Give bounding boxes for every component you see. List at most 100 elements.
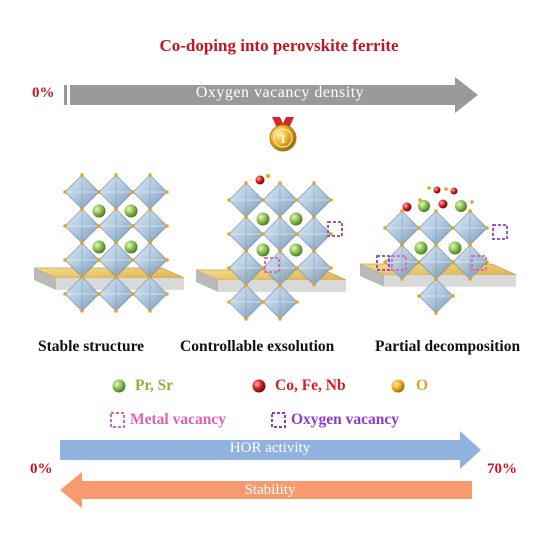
oxygen-atom xyxy=(244,215,248,219)
oxygen-atom xyxy=(63,258,67,262)
activity-end-percent: 70% xyxy=(487,461,517,477)
oxygen-atom xyxy=(97,292,101,296)
legend-oxygen-vacancy-box xyxy=(271,412,286,428)
oxygen-atom xyxy=(227,198,231,202)
oxygen-atom xyxy=(312,283,316,287)
oxygen-atom xyxy=(227,300,231,304)
oxygen-atom xyxy=(165,292,169,296)
oxygen-atom xyxy=(244,249,248,253)
segregated-a-site-sphere xyxy=(455,200,467,212)
oxygen-atom xyxy=(468,277,472,281)
legend-b-site-label: Co, Fe, Nb xyxy=(275,377,346,394)
substrate-front xyxy=(384,274,516,287)
oxygen-atom xyxy=(227,232,231,236)
oxygen-atom xyxy=(131,190,135,194)
oxygen-atom xyxy=(295,266,299,270)
oxygen-atom xyxy=(244,317,248,321)
exsolved-b-site-particle xyxy=(433,186,441,194)
oxygen-atom xyxy=(114,173,118,177)
oxygen-atom xyxy=(131,224,135,228)
oxygen-atom xyxy=(278,249,282,253)
oxygen-atom xyxy=(417,260,421,264)
gold-medal-icon xyxy=(269,117,297,152)
a-site-sphere xyxy=(448,241,462,255)
a-site-sphere xyxy=(92,204,106,218)
metal-vacancy-marker xyxy=(264,257,280,273)
oxygen-atom xyxy=(261,300,265,304)
oxygen-atom xyxy=(383,260,387,264)
oxygen-atom xyxy=(278,181,282,185)
oxygen-atom xyxy=(97,224,101,228)
oxygen-vacancy-density-arrow xyxy=(64,77,478,113)
oxygen-atom xyxy=(165,258,169,262)
oxygen-atom xyxy=(278,317,282,321)
oxygen-atom xyxy=(97,190,101,194)
oxygen-atom xyxy=(417,294,421,298)
oxygen-atom xyxy=(434,311,438,315)
hor-activity-arrow xyxy=(60,431,481,469)
oxygen-atom xyxy=(80,275,84,279)
oxygen-atom xyxy=(468,209,472,213)
substrate-side xyxy=(196,270,218,292)
stability-label: Stability xyxy=(244,482,296,498)
hor-activity-label: HOR activity xyxy=(229,440,311,456)
a-site-sphere xyxy=(124,240,138,254)
oxygen-vacancy-density-label: Oxygen vacancy density xyxy=(195,84,365,101)
figure-title: Co-doping into perovskite ferrite xyxy=(159,36,399,55)
oxygen-atom xyxy=(63,292,67,296)
exsolved-b-site-particle xyxy=(402,202,412,212)
oxygen-atom xyxy=(418,198,422,202)
oxygen-atom xyxy=(261,266,265,270)
activity-start-percent: 0% xyxy=(30,461,53,477)
oxygen-atom xyxy=(97,258,101,262)
oxygen-atom xyxy=(451,226,455,230)
oxygen-atom xyxy=(63,190,67,194)
a-site-sphere xyxy=(92,240,106,254)
oxygen-atom xyxy=(148,275,152,279)
caption-stable-structure: Stable structure xyxy=(38,338,145,355)
oxygen-atom xyxy=(131,292,135,296)
caption-partial-decomposition: Partial decomposition xyxy=(375,338,521,355)
oxygen-atom xyxy=(261,232,265,236)
oxygen-atom xyxy=(148,241,152,245)
medal-number: 1 xyxy=(280,131,287,146)
oxygen-atom xyxy=(329,198,333,202)
oxygen-atom xyxy=(244,283,248,287)
oxygen-atom xyxy=(114,275,118,279)
oxygen-atom xyxy=(400,243,404,247)
stable-structure-model xyxy=(33,173,185,313)
oxygen-atom xyxy=(80,207,84,211)
oxygen-atom xyxy=(165,224,169,228)
oxygen-atom xyxy=(400,277,404,281)
legend-b-site-sphere xyxy=(252,379,266,393)
segregated-a-site-sphere xyxy=(418,200,430,212)
oxygen-atom xyxy=(417,226,421,230)
oxygen-vacancy-marker xyxy=(376,255,390,271)
oxygen-vacancy-marker xyxy=(492,224,508,240)
stability-arrow xyxy=(60,472,472,508)
oxygen-atom xyxy=(451,294,455,298)
vacancy-start-percent: 0% xyxy=(32,85,55,101)
oxygen-atom xyxy=(312,181,316,185)
a-site-sphere xyxy=(256,212,270,226)
oxygen-vacancy-marker xyxy=(327,221,343,237)
oxygen-atom xyxy=(444,187,448,191)
substrate-side xyxy=(360,264,384,287)
a-site-sphere xyxy=(256,243,270,257)
oxygen-atom xyxy=(148,309,152,313)
oxygen-atom xyxy=(434,209,438,213)
legend-a-site-label: Pr, Sr xyxy=(135,377,174,394)
oxygen-atom xyxy=(400,209,404,213)
legend-oxygen-label: O xyxy=(416,377,429,394)
oxygen-atom xyxy=(114,241,118,245)
oxygen-atom xyxy=(227,266,231,270)
oxygen-atom xyxy=(295,300,299,304)
oxygen-atom xyxy=(468,243,472,247)
oxygen-atom xyxy=(165,190,169,194)
a-site-sphere xyxy=(289,212,303,226)
metal-vacancy-marker xyxy=(471,255,487,271)
oxygen-atom xyxy=(266,174,270,178)
oxygen-atom xyxy=(329,266,333,270)
oxygen-atom xyxy=(114,207,118,211)
